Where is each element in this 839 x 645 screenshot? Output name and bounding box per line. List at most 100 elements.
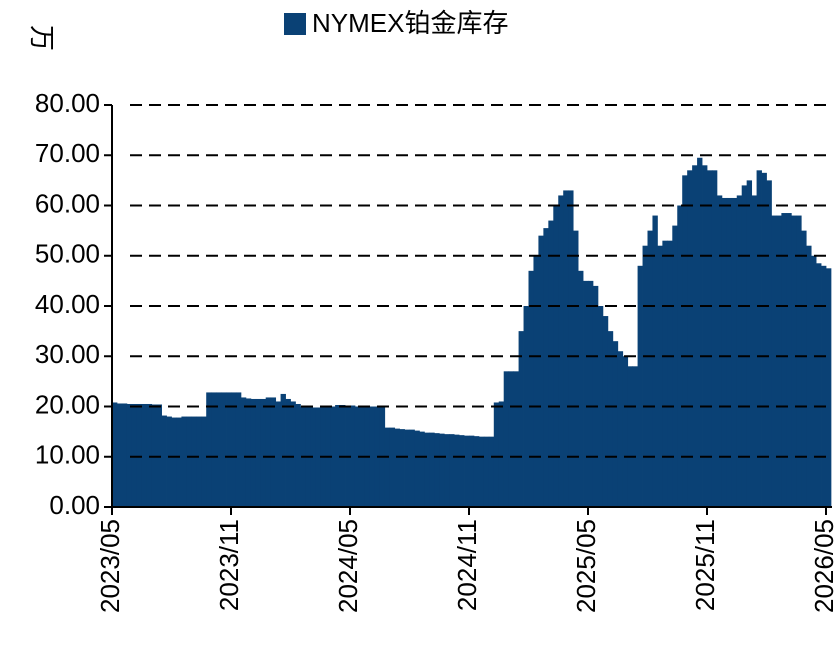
bar <box>290 401 296 507</box>
bar <box>806 245 812 507</box>
y-tick-label: 50.00 <box>35 239 100 269</box>
bar <box>811 255 817 507</box>
bar <box>136 403 143 507</box>
bar <box>235 392 242 507</box>
bar <box>488 436 495 507</box>
bar <box>736 195 743 507</box>
x-tick-label: 2023/11 <box>214 519 244 611</box>
y-tick-label: 10.00 <box>35 440 100 470</box>
bar <box>627 366 634 507</box>
bar <box>721 197 728 507</box>
bar <box>161 415 167 507</box>
bar <box>617 351 624 507</box>
bar <box>821 265 827 507</box>
y-tick-label: 30.00 <box>35 339 100 369</box>
bar <box>652 215 658 508</box>
bar <box>384 427 391 507</box>
bar <box>389 427 396 507</box>
bar <box>121 403 128 507</box>
bar <box>816 263 822 507</box>
bar <box>726 197 733 507</box>
bar <box>826 268 832 507</box>
bar <box>181 416 187 507</box>
bar <box>578 270 584 507</box>
bar <box>548 220 554 507</box>
bar <box>781 213 787 507</box>
bar <box>221 392 227 507</box>
bar <box>131 403 138 507</box>
bar <box>478 436 485 507</box>
bar <box>498 401 505 507</box>
bar <box>216 392 222 507</box>
legend-swatch <box>284 13 306 35</box>
bar <box>270 397 277 507</box>
bar <box>176 417 182 507</box>
y-tick-label: 80.00 <box>35 88 100 118</box>
bar <box>607 331 614 507</box>
x-tick-label: 2025/11 <box>690 519 720 611</box>
bar <box>126 403 133 507</box>
bar <box>350 405 356 507</box>
bar <box>280 393 286 507</box>
x-tick-label: 2024/11 <box>452 519 482 611</box>
bar <box>310 407 316 507</box>
bar <box>146 403 153 507</box>
bar <box>354 406 361 507</box>
bar <box>697 157 703 507</box>
bar <box>583 280 589 507</box>
legend-label: NYMEX铂金库存 <box>312 8 508 38</box>
bar <box>196 416 202 507</box>
bar <box>622 356 629 507</box>
bar <box>702 165 708 508</box>
bar <box>206 392 212 507</box>
bar <box>731 197 738 507</box>
bar <box>404 429 410 507</box>
bar <box>464 435 470 507</box>
y-tick-label: 20.00 <box>35 389 100 419</box>
bar <box>692 165 698 508</box>
bar <box>419 431 425 507</box>
bar <box>191 416 197 507</box>
bar <box>335 404 341 507</box>
bar <box>399 429 405 507</box>
bar <box>746 180 753 507</box>
bar <box>186 416 192 507</box>
bar <box>141 403 148 507</box>
bar <box>201 416 207 507</box>
bar <box>508 371 515 507</box>
bar <box>538 235 544 507</box>
bar <box>250 398 257 507</box>
bar <box>801 230 807 507</box>
bar <box>503 371 510 507</box>
bar <box>533 255 539 507</box>
bar <box>642 245 648 507</box>
y-tick-label: 70.00 <box>35 138 100 168</box>
bar <box>682 175 688 507</box>
bar <box>786 213 792 507</box>
bar <box>483 436 490 507</box>
bar <box>592 285 599 507</box>
bar <box>231 392 237 507</box>
bar <box>151 404 158 507</box>
bar <box>791 215 797 508</box>
bar <box>771 215 777 508</box>
bar <box>776 215 782 508</box>
bar <box>315 407 321 507</box>
bar <box>369 406 376 507</box>
bar <box>156 404 162 507</box>
bar <box>667 240 673 508</box>
bar <box>573 230 579 507</box>
bar <box>245 398 252 507</box>
y-tick-label: 60.00 <box>35 188 100 218</box>
bar <box>602 316 609 507</box>
bar <box>295 403 301 507</box>
bar <box>285 398 291 507</box>
bar <box>493 402 500 507</box>
bar <box>796 215 802 508</box>
bar <box>226 392 232 507</box>
bar <box>424 432 430 507</box>
bar <box>116 403 123 507</box>
bar <box>657 245 663 507</box>
bar <box>612 341 619 507</box>
